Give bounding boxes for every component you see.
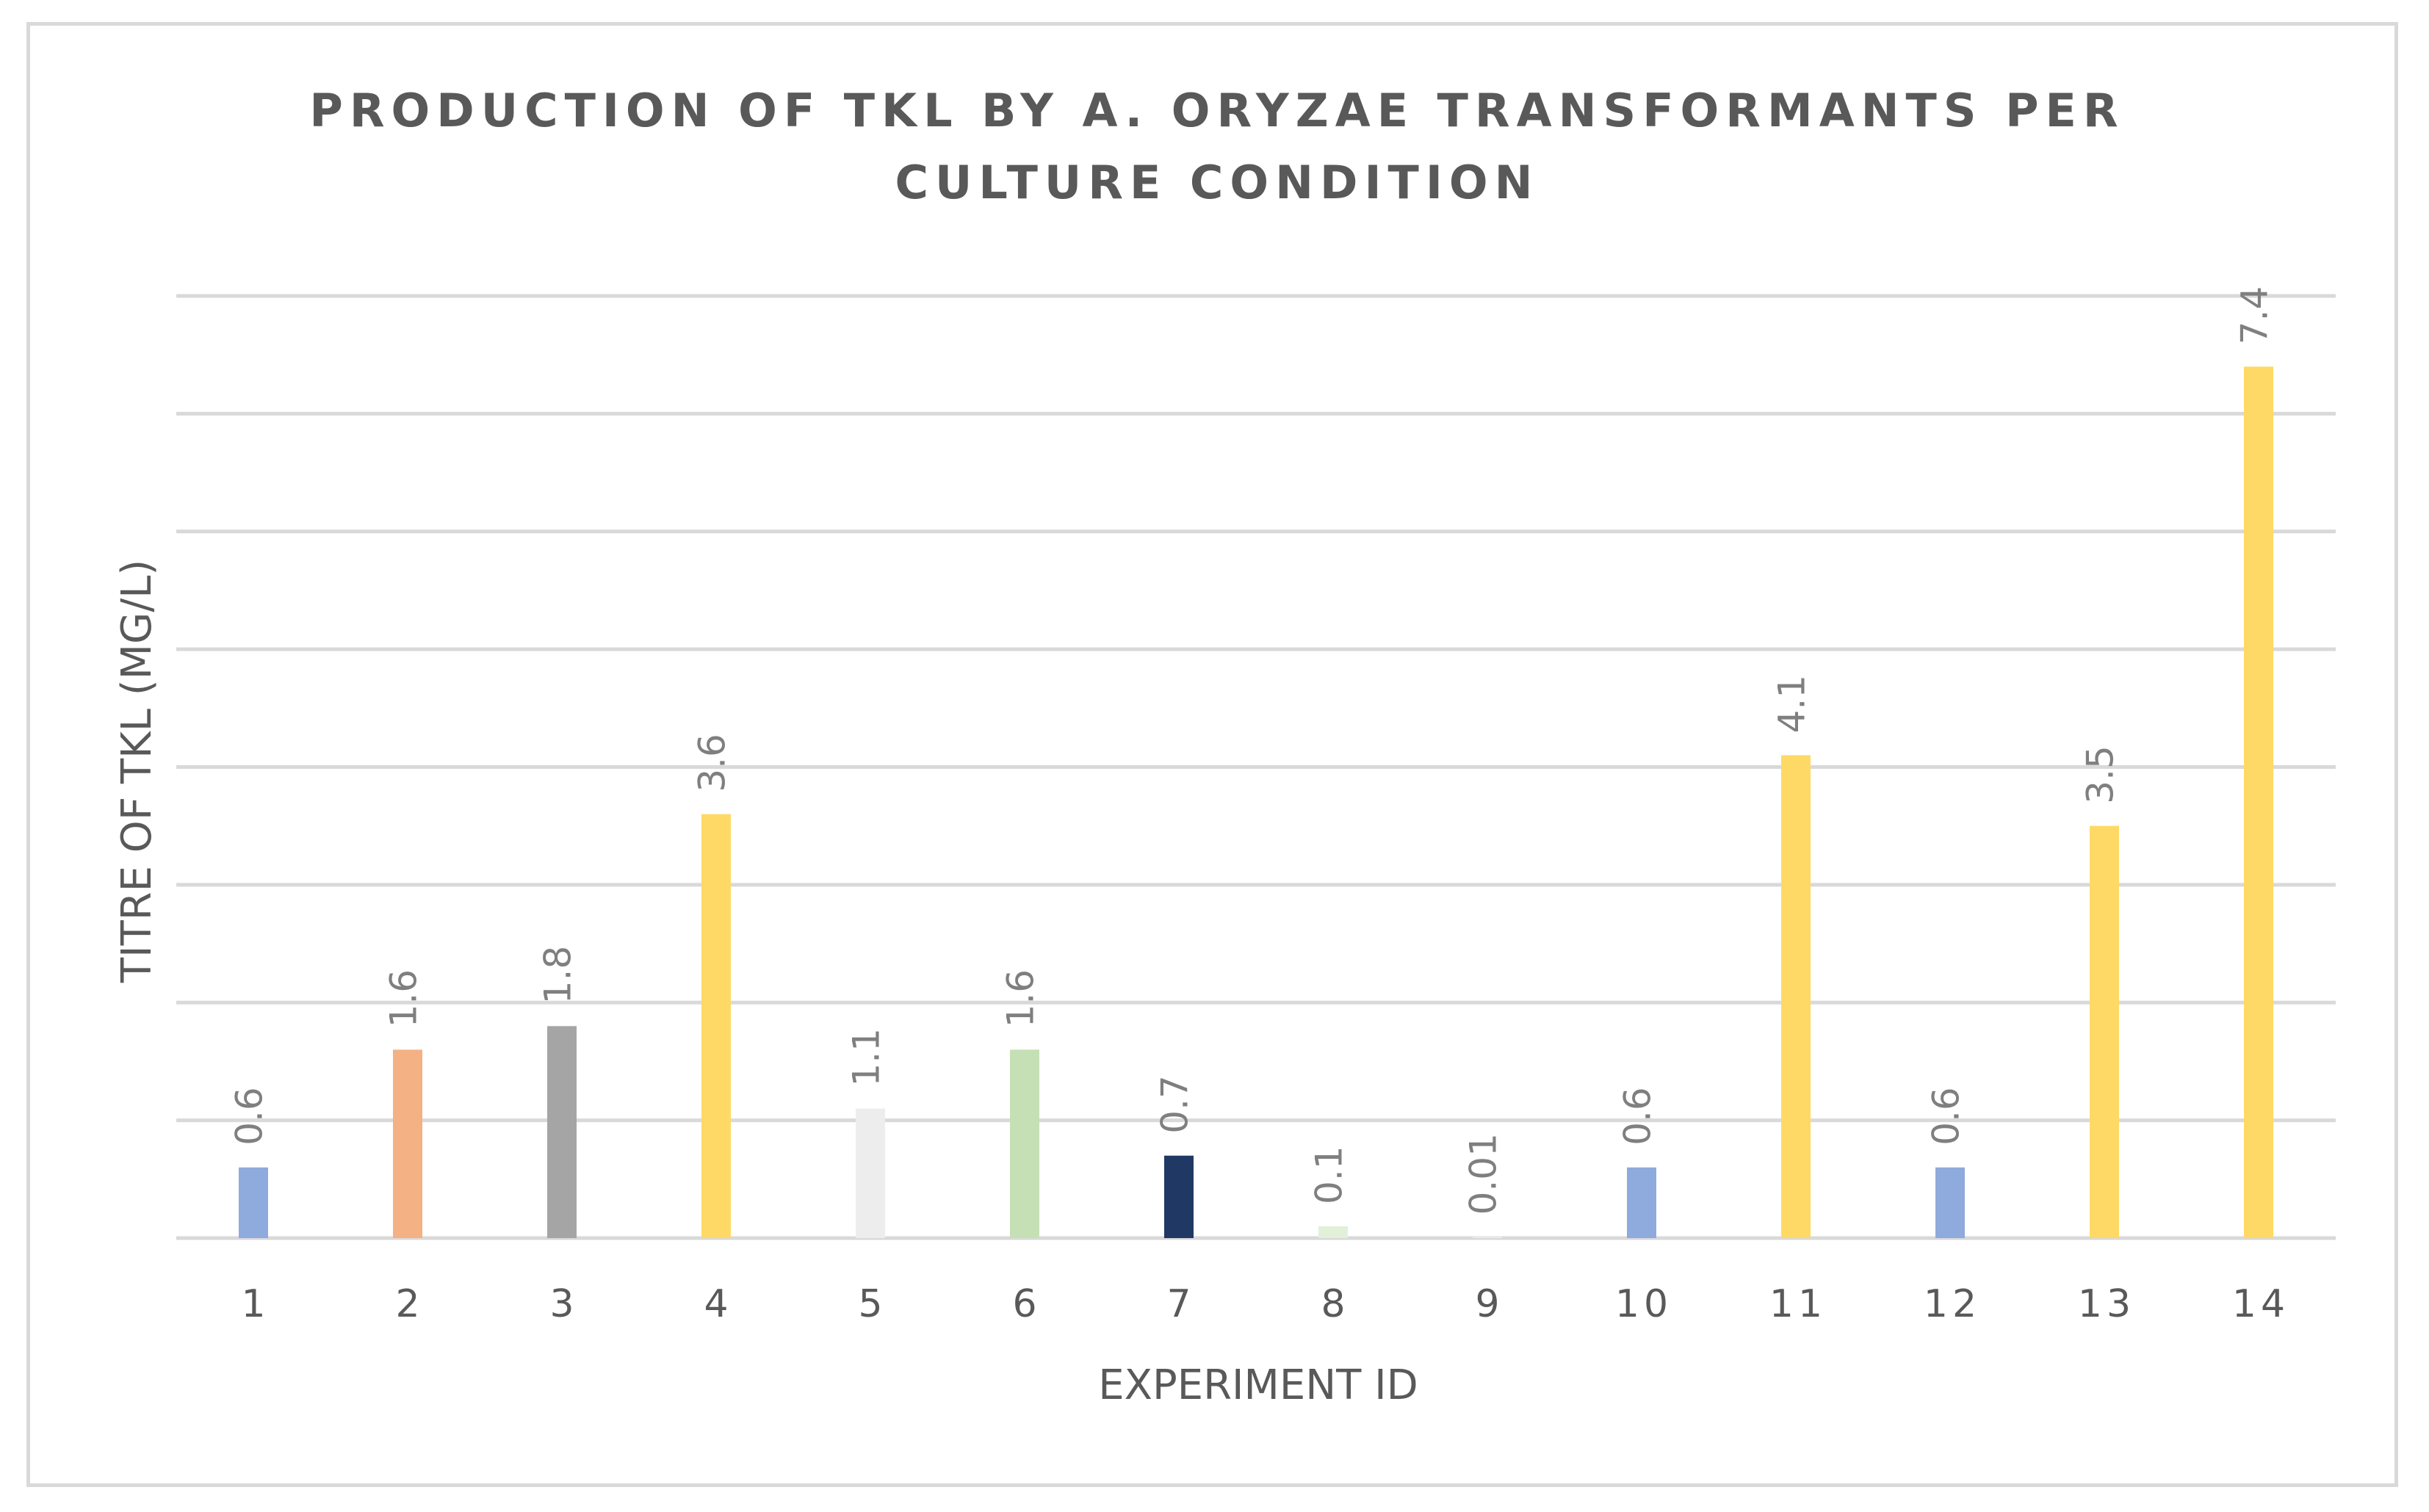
x-tick-labels: 1 2 3 4 5 6 7 8 9 10 11 12 13 14 [241,1282,2289,1326]
x-tick-label-9: 9 [1475,1282,1504,1326]
data-label-9: 0.01 [1462,1133,1505,1215]
bar-11 [1781,755,1811,1238]
data-label-7: 0.7 [1154,1075,1197,1134]
data-label-6: 1.6 [1000,969,1042,1028]
data-label-4: 3.6 [691,734,734,792]
data-label-1: 0.6 [228,1087,271,1146]
bar-14 [2244,366,2273,1239]
x-tick-label-7: 7 [1166,1282,1195,1326]
x-tick-label-8: 8 [1321,1282,1349,1326]
x-tick-label-10: 10 [1615,1282,1672,1326]
bar-13 [2090,825,2119,1238]
bar-1 [239,1167,268,1238]
x-tick-label-13: 13 [2078,1282,2135,1326]
data-label-11: 4.1 [1771,675,1813,734]
bars [239,366,2273,1239]
x-tick-label-12: 12 [1924,1282,1981,1326]
data-label-3: 1.8 [537,946,580,1005]
data-label-13: 3.5 [2079,745,2122,804]
x-tick-label-5: 5 [858,1282,887,1326]
x-tick-label-4: 4 [704,1282,732,1326]
x-tick-label-2: 2 [395,1282,424,1326]
x-axis-title: EXPERIMENT ID [1098,1361,1418,1409]
bar-12 [1935,1167,1965,1238]
y-axis-title: TITRE OF TKL (MG/L) [113,560,161,984]
data-label-2: 1.6 [383,969,425,1028]
bar-3 [547,1026,577,1238]
data-label-14: 7.4 [2234,286,2276,345]
data-label-5: 1.1 [845,1028,888,1087]
bar-6 [1010,1049,1039,1238]
bar-7 [1164,1155,1194,1238]
data-labels: 0.6 1.6 1.8 3.6 1.1 1.6 0.7 0.1 0.01 0.6 4.1 0.6 3.5… [228,286,2276,1215]
bar-4 [701,814,731,1238]
chart-title: PRODUCTION OF TKL BY A. ORYZAE TRANSFORM… [309,84,2124,209]
bar-9 [1473,1237,1502,1238]
bar-2 [393,1049,422,1238]
bar-8 [1318,1226,1348,1238]
x-tick-label-6: 6 [1012,1282,1041,1326]
chart-title-line-1: PRODUCTION OF TKL BY A. ORYZAE TRANSFORM… [309,84,2124,137]
x-tick-label-14: 14 [2232,1282,2289,1326]
bar-10 [1627,1167,1656,1238]
data-label-10: 0.6 [1617,1087,1659,1146]
x-tick-label-3: 3 [549,1282,578,1326]
x-tick-label-11: 11 [1769,1282,1827,1326]
chart-title-line-2: CULTURE CONDITION [895,156,1540,209]
x-tick-label-1: 1 [241,1282,270,1326]
data-label-12: 0.6 [1925,1087,1968,1146]
bar-5 [856,1108,885,1238]
data-label-8: 0.1 [1308,1146,1351,1204]
chart-frame [26,22,2398,1487]
gridlines [176,294,2336,1240]
